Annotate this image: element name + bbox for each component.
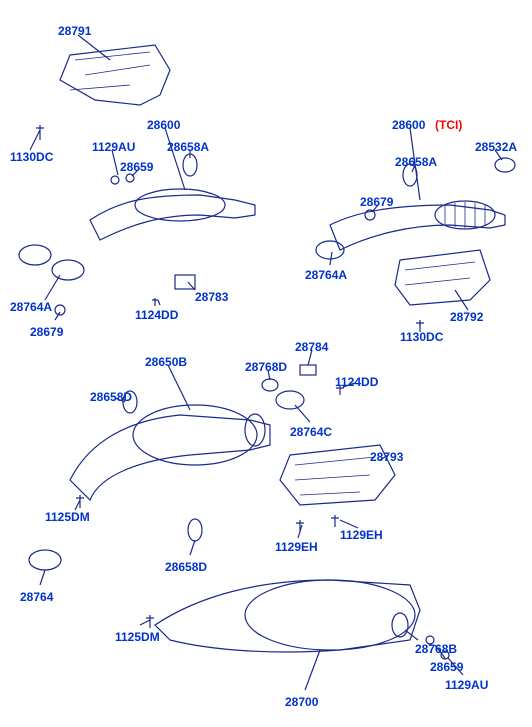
label-28658A-left: 28658A bbox=[167, 140, 209, 154]
label-28532A: 28532A bbox=[475, 140, 517, 154]
label-28764C: 28764C bbox=[290, 425, 332, 439]
label-1124DD-left: 1124DD bbox=[135, 308, 178, 322]
label-28658D-top: 28658D bbox=[90, 390, 132, 404]
label-28700: 28700 bbox=[285, 695, 318, 709]
label-28659-bottom: 28659 bbox=[430, 660, 463, 674]
label-28658A-right: 28658A bbox=[395, 155, 437, 169]
label-1130DC: 1130DC bbox=[10, 150, 53, 164]
label-1129AU-bottom: 1129AU bbox=[445, 678, 488, 692]
label-28600-right: 28600 bbox=[392, 118, 425, 132]
label-28600-left: 28600 bbox=[147, 118, 180, 132]
label-1125DM-bottom: 1125DM bbox=[115, 630, 160, 644]
label-28768D: 28768D bbox=[245, 360, 287, 374]
label-1125DM-top: 1125DM bbox=[45, 510, 90, 524]
label-28659: 28659 bbox=[120, 160, 153, 174]
label-28768B: 28768B bbox=[415, 642, 457, 656]
label-1124DD-right: 1124DD bbox=[335, 375, 378, 389]
label-28784: 28784 bbox=[295, 340, 328, 354]
label-28679-left: 28679 bbox=[30, 325, 63, 339]
label-28783: 28783 bbox=[195, 290, 228, 304]
label-28792: 28792 bbox=[450, 310, 483, 324]
label-1129AU: 1129AU bbox=[92, 140, 135, 154]
label-1130DC-right: 1130DC bbox=[400, 330, 443, 344]
label-28764: 28764 bbox=[20, 590, 53, 604]
label-1129EH-right: 1129EH bbox=[340, 528, 383, 542]
label-28793: 28793 bbox=[370, 450, 403, 464]
label-28658D-bottom: 28658D bbox=[165, 560, 207, 574]
exhaust-diagram: 28791 1130DC 28600 1129AU 28658A 28659 2… bbox=[0, 0, 532, 727]
label-28650B: 28650B bbox=[145, 355, 187, 369]
label-28791: 28791 bbox=[58, 24, 91, 38]
label-TCI: (TCI) bbox=[435, 118, 462, 132]
label-28764A-left: 28764A bbox=[10, 300, 52, 314]
label-28679-right: 28679 bbox=[360, 195, 393, 209]
label-28764A-right: 28764A bbox=[305, 268, 347, 282]
label-1129EH-left: 1129EH bbox=[275, 540, 318, 554]
